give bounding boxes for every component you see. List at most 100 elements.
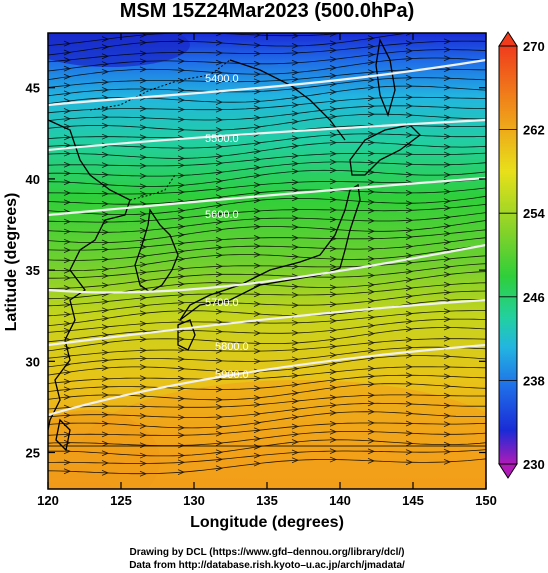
streamline-arrow: [329, 159, 338, 165]
streamline-arrow: [405, 259, 414, 266]
streamline-arrow: [443, 458, 452, 465]
streamline-arrow: [63, 378, 72, 385]
streamline: [48, 263, 486, 289]
streamline-arrow: [63, 468, 72, 475]
streamline-arrow: [329, 139, 338, 146]
streamline-arrow: [101, 383, 110, 390]
streamline-arrow: [253, 394, 262, 401]
streamline-arrow: [177, 404, 186, 411]
streamline-arrow: [367, 139, 376, 146]
streamline-arrow: [177, 432, 186, 439]
streamline-arrow: [215, 396, 224, 403]
streamline-arrow: [177, 49, 186, 56]
streamline-arrow: [139, 124, 148, 131]
streamline-arrow: [329, 106, 338, 112]
streamline-arrow: [367, 84, 376, 91]
streamline-arrow: [329, 456, 338, 463]
y-tick-label: 40: [26, 172, 40, 187]
streamline-arrow: [101, 53, 110, 60]
streamline-arrow: [63, 336, 72, 343]
streamline-arrow: [405, 190, 414, 196]
streamline: [48, 282, 486, 307]
streamline-arrow: [367, 438, 376, 444]
streamline-arrow: [215, 78, 224, 85]
streamline-arrow: [63, 431, 72, 438]
streamline-arrow: [405, 276, 414, 283]
streamline-arrow: [63, 267, 72, 274]
streamline-arrow: [215, 271, 224, 278]
streamline-arrow: [139, 347, 148, 354]
streamline-arrow: [101, 332, 110, 338]
streamline-arrow: [329, 384, 338, 391]
streamline-arrow: [367, 272, 376, 279]
streamline-arrow: [63, 394, 72, 400]
streamline-arrow: [443, 353, 452, 360]
streamline-arrow: [139, 173, 148, 179]
streamline-arrow: [215, 279, 224, 286]
streamline-arrow: [139, 190, 148, 197]
streamline-arrow: [443, 271, 452, 278]
streamline-arrow: [291, 94, 300, 101]
streamline-arrow: [253, 60, 262, 67]
streamline-arrow: [291, 153, 300, 159]
streamline-arrow: [101, 324, 110, 330]
streamline-arrow: [443, 264, 452, 270]
streamline-arrow: [291, 449, 300, 456]
streamline-arrow: [101, 36, 110, 42]
streamline-arrow: [253, 156, 262, 163]
streamline-arrow: [177, 162, 186, 169]
streamline-arrow: [291, 168, 300, 175]
streamline-arrow: [405, 449, 414, 455]
streamline-arrow: [329, 33, 338, 37]
streamline-arrow: [405, 33, 413, 36]
streamline-arrow: [329, 113, 338, 120]
streamline-arrow: [405, 161, 414, 168]
streamline-arrow: [101, 211, 110, 218]
streamline-arrow: [139, 50, 148, 57]
streamline-arrow: [443, 324, 452, 331]
streamline-arrow: [215, 50, 224, 56]
streamline-arrow: [63, 170, 72, 177]
streamline-arrow: [367, 420, 376, 426]
streamline-arrow: [367, 159, 376, 166]
streamline-arrow: [63, 190, 72, 196]
streamline-arrow: [443, 373, 452, 380]
streamline-arrow: [329, 336, 338, 343]
streamline-arrow: [177, 33, 185, 36]
streamline-arrow: [443, 84, 452, 91]
streamline-arrow: [101, 470, 110, 476]
streamline-arrow: [443, 114, 452, 121]
height-contours: [48, 58, 486, 417]
streamline-arrow: [291, 33, 300, 39]
streamline-arrow: [367, 365, 376, 372]
credit-data: Data from http://database.rish.kyoto–u.a…: [129, 560, 405, 571]
streamline-arrow: [177, 67, 186, 74]
streamline-arrow: [405, 103, 414, 109]
streamline-arrow: [253, 291, 262, 298]
streamline-arrow: [291, 319, 300, 326]
streamline-arrow: [291, 85, 300, 92]
streamline-arrow: [253, 452, 262, 459]
streamline: [48, 346, 486, 368]
streamline-arrow: [215, 153, 224, 160]
streamline-arrow: [367, 392, 376, 399]
streamline-arrow: [177, 145, 186, 151]
streamline: [48, 394, 486, 410]
streamline-arrow: [215, 106, 224, 113]
streamline-arrow: [329, 56, 338, 63]
streamline-arrow: [367, 95, 376, 102]
streamline-arrow: [139, 452, 148, 459]
streamline-arrow: [443, 104, 452, 111]
streamline-arrow: [63, 179, 72, 186]
streamline-arrow: [367, 448, 376, 455]
streamline-arrow: [367, 256, 376, 262]
streamline-arrow: [443, 46, 452, 53]
streamline-arrow: [367, 199, 376, 205]
streamline-arrow: [101, 266, 110, 272]
streamline-arrow: [177, 395, 186, 402]
streamline-arrow: [329, 402, 338, 409]
streamline-arrow: [63, 82, 72, 89]
streamline-arrow: [101, 87, 110, 93]
streamline-arrow: [139, 58, 148, 65]
streamline-arrow: [63, 228, 72, 235]
